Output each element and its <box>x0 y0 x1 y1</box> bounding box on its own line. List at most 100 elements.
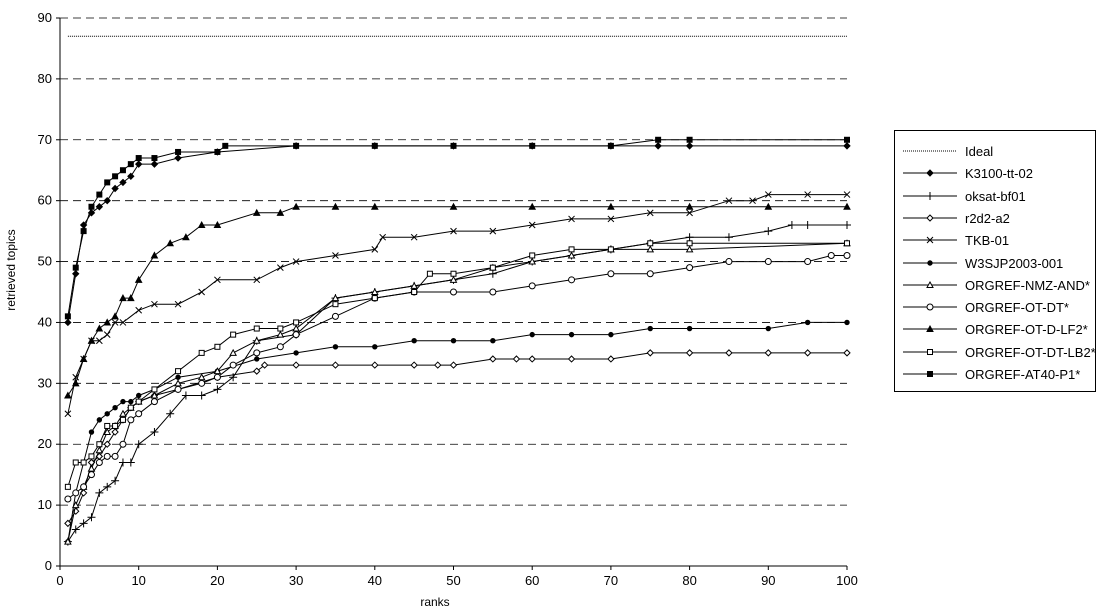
legend-item-0: Ideal <box>895 141 1095 163</box>
series-10 <box>64 136 850 320</box>
series-10-point-6 <box>112 173 119 180</box>
series-8-point-20 <box>449 202 458 210</box>
y-tick-label-30: 30 <box>38 375 52 390</box>
series-group <box>63 35 851 546</box>
series-8-point-16 <box>276 208 285 216</box>
series-3-point-5 <box>103 440 111 448</box>
series-9-point-0 <box>64 483 71 490</box>
series-10-point-13 <box>222 142 229 149</box>
series-1-point-19 <box>685 142 694 150</box>
series-2-point-7 <box>118 458 127 467</box>
series-4-point-20 <box>450 227 457 235</box>
series-9 <box>64 240 850 490</box>
legend-swatch-6 <box>903 280 957 288</box>
series-2-point-22 <box>488 269 497 278</box>
series-5-point-8 <box>128 398 134 405</box>
series-10-point-17 <box>529 142 536 149</box>
legend-label-6: ORGREF-NMZ-AND* <box>965 277 1090 293</box>
series-8-point-11 <box>166 239 175 247</box>
x-tick-label-100: 100 <box>836 573 858 588</box>
series-5-point-7 <box>120 398 126 405</box>
series-7-point-18 <box>331 312 339 320</box>
legend-swatch-8 <box>903 325 957 333</box>
series-9-point-7 <box>119 416 126 423</box>
series-4-point-1 <box>72 373 80 381</box>
series-7-point-7 <box>119 440 127 448</box>
series-2-point-30 <box>787 221 796 230</box>
series-8-point-12 <box>182 233 190 241</box>
legend-marker-4 <box>926 236 934 244</box>
series-1-point-5 <box>103 196 111 205</box>
series-4-point-26 <box>686 209 693 217</box>
series-2-point-29 <box>764 227 773 236</box>
series-9-point-29 <box>844 240 850 247</box>
series-5-point-27 <box>844 319 850 326</box>
series-7-point-1 <box>72 489 80 497</box>
legend-swatch-3 <box>903 214 957 222</box>
series-4-point-22 <box>528 221 536 229</box>
series-9-point-26 <box>607 246 614 253</box>
series-8-point-5 <box>103 318 112 326</box>
series-5-point-13 <box>254 356 260 362</box>
series-7-point-9 <box>135 410 143 418</box>
series-9-point-17 <box>293 319 300 326</box>
series-5-point-6 <box>112 404 118 411</box>
series-9-point-9 <box>135 398 142 405</box>
series-1-point-8 <box>127 172 135 181</box>
x-tick-label-30: 30 <box>289 573 303 588</box>
series-6-point-0 <box>64 537 72 545</box>
series-9-point-2 <box>80 459 87 466</box>
series-5-point-21 <box>568 331 575 338</box>
series-10-point-3 <box>88 203 95 210</box>
series-9-point-10 <box>151 386 158 393</box>
series-6-point-18 <box>331 294 340 302</box>
series-6-point-26 <box>646 245 655 253</box>
series-6-point-15 <box>252 336 261 344</box>
series-3-point-14 <box>260 361 269 369</box>
legend-label-1: K3100-tt-02 <box>965 166 1033 182</box>
series-3-point-20 <box>449 361 458 369</box>
series-4-point-5 <box>103 331 111 338</box>
series-3-point-22 <box>512 355 521 363</box>
series-2-point-2 <box>79 519 88 528</box>
series-7-point-21 <box>450 288 457 296</box>
series-5-point-19 <box>490 338 496 344</box>
series-10-point-19 <box>655 136 662 143</box>
legend-item-10: ORGREF-AT40-P1* <box>895 364 1095 386</box>
series-8-point-4 <box>95 324 104 332</box>
series-10-point-20 <box>686 136 693 143</box>
series-8-point-0 <box>64 391 72 399</box>
series-1-point-4 <box>95 203 104 211</box>
series-5-point-14 <box>293 350 299 356</box>
series-7-point-16 <box>276 343 284 351</box>
series-4-point-9 <box>151 300 158 308</box>
series-4-point-12 <box>214 276 221 284</box>
series-7-point-25 <box>607 270 615 278</box>
series-5-point-18 <box>450 338 457 344</box>
series-9-point-1 <box>72 459 79 466</box>
series-3-point-6 <box>111 428 119 436</box>
legend-marker-1 <box>926 169 934 178</box>
series-3-point-29 <box>764 349 773 357</box>
series-9-point-15 <box>253 325 260 332</box>
series-6-point-24 <box>567 251 576 259</box>
y-tick-label-20: 20 <box>38 436 52 451</box>
series-4-point-16 <box>332 252 339 259</box>
series-6-point-27 <box>685 245 694 253</box>
series-10-point-16 <box>450 142 457 149</box>
series-2-point-6 <box>111 476 120 485</box>
series-9-point-20 <box>411 289 418 295</box>
series-5-point-20 <box>529 331 535 338</box>
series-8-point-3 <box>87 336 96 344</box>
series-6-point-17 <box>292 324 300 332</box>
series-4-point-14 <box>277 264 284 271</box>
series-7-point-11 <box>174 385 182 393</box>
series-8-point-14 <box>213 220 222 229</box>
series-3-point-21 <box>489 355 497 363</box>
series-4-line <box>67 194 847 414</box>
series-1-point-20 <box>843 142 851 150</box>
legend-marker-10 <box>927 371 933 377</box>
series-10-point-1 <box>72 264 79 271</box>
series-1 <box>64 142 851 327</box>
series-9-point-14 <box>230 331 237 338</box>
